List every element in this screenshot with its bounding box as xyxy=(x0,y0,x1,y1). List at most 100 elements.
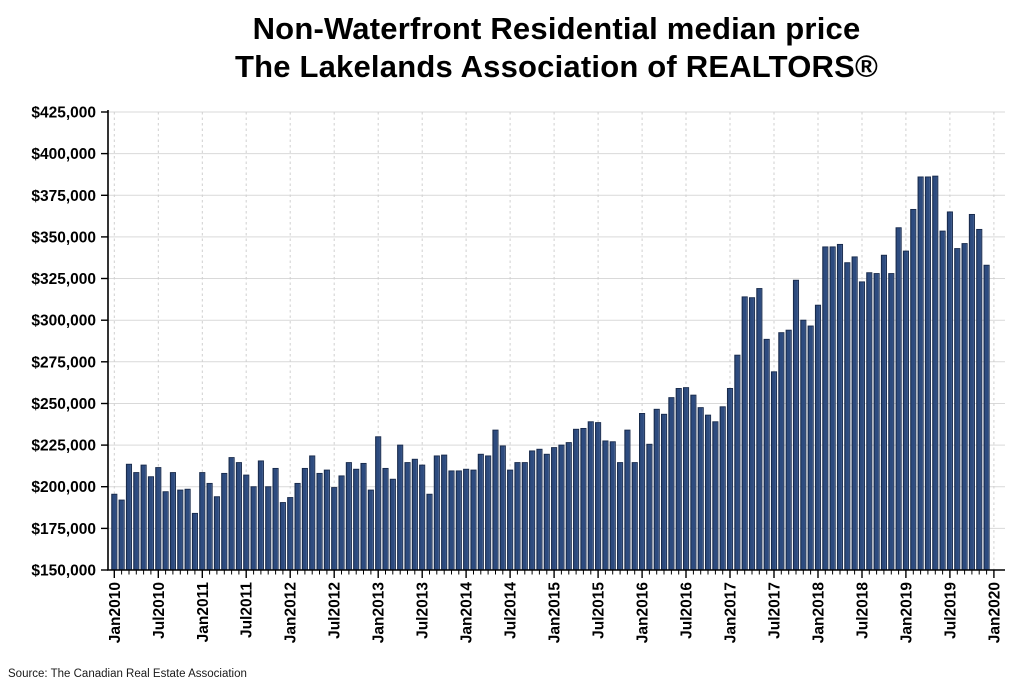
chart-title: Non-Waterfront Residential median price … xyxy=(108,10,1005,86)
bar-Jun2017 xyxy=(763,338,770,571)
bar-Dec2019 xyxy=(983,264,990,571)
bar-Jul2017 xyxy=(770,371,778,571)
bar-Jan2015 xyxy=(551,447,558,571)
bar-Nov2014 xyxy=(536,448,543,571)
bar-Oct2019 xyxy=(968,213,975,571)
bar-Sep2015 xyxy=(609,441,616,571)
bar-Apr2019 xyxy=(924,176,931,571)
bar-Mar2015 xyxy=(565,442,572,571)
bar-Oct2015 xyxy=(617,462,624,571)
bar-Jun2019 xyxy=(939,230,946,571)
bar-May2010 xyxy=(140,464,147,571)
chart-title-line2: The Lakelands Association of REALTORS® xyxy=(234,49,879,84)
bar-Dec2016 xyxy=(719,406,726,571)
bar-Sep2016 xyxy=(697,407,704,571)
bar-Mar2019 xyxy=(917,176,924,571)
bar-Jun2018 xyxy=(851,256,858,571)
bar-Aug2017 xyxy=(778,332,785,571)
y-tick-label: $375,000 xyxy=(31,188,96,205)
x-tick-label: Jan2017 xyxy=(723,582,740,643)
bar-Feb2014 xyxy=(470,469,477,571)
x-tick-label: Jan2012 xyxy=(283,582,300,643)
bar-Feb2019 xyxy=(910,208,917,571)
x-tick-label: Jul2016 xyxy=(679,582,696,639)
bar-Nov2015 xyxy=(624,429,631,571)
bar-Mar2014 xyxy=(477,453,484,571)
bar-Apr2013 xyxy=(397,444,404,571)
bar-Aug2010 xyxy=(162,491,169,571)
bar-Sep2014 xyxy=(521,462,528,571)
bar-May2014 xyxy=(492,429,499,571)
bar-Apr2016 xyxy=(661,413,668,571)
bar-Aug2012 xyxy=(338,475,345,571)
bar-Jul2010 xyxy=(155,467,162,571)
x-tick-label: Jan2013 xyxy=(371,582,388,644)
bar-May2018 xyxy=(844,262,851,571)
x-tick-label: Jan2018 xyxy=(811,582,828,644)
bar-Aug2014 xyxy=(514,462,521,571)
x-tick-label: Jan2011 xyxy=(195,582,212,643)
bar-Apr2014 xyxy=(485,455,492,571)
bar-Dec2010 xyxy=(191,512,198,571)
bar-Nov2013 xyxy=(448,470,455,571)
bar-Jun2015 xyxy=(587,421,594,571)
bar-Aug2019 xyxy=(954,248,961,571)
bar-Jan2011 xyxy=(199,472,206,571)
bar-May2019 xyxy=(932,175,939,571)
bar-May2011 xyxy=(228,457,235,571)
bar-Mar2012 xyxy=(301,467,308,571)
bar-Dec2014 xyxy=(543,453,550,571)
bar-Jan2017 xyxy=(726,388,734,571)
bar-Oct2016 xyxy=(704,414,712,571)
y-tick-label: $250,000 xyxy=(31,396,96,413)
bar-Jul2011 xyxy=(243,474,250,571)
x-tick-label: Jan2015 xyxy=(547,582,564,644)
bar-Feb2013 xyxy=(382,467,389,571)
x-tick-label: Jul2013 xyxy=(415,582,432,639)
x-tick-label: Jan2020 xyxy=(986,582,1003,643)
bar-Jul2014 xyxy=(507,469,514,571)
bar-Apr2015 xyxy=(573,428,580,571)
bar-Mar2010 xyxy=(125,463,133,571)
x-tick-label: Jul2019 xyxy=(942,582,959,639)
y-tick-label: $275,000 xyxy=(31,354,96,371)
bar-Jan2019 xyxy=(902,250,909,571)
bar-Feb2010 xyxy=(118,499,125,571)
bar-Feb2016 xyxy=(646,443,653,571)
bar-Jun2013 xyxy=(411,458,418,571)
x-tick-label: Jul2011 xyxy=(239,582,256,638)
bar-Apr2012 xyxy=(309,455,316,571)
bar-Oct2017 xyxy=(792,279,800,571)
bar-Dec2013 xyxy=(455,470,462,571)
bar-Jul2013 xyxy=(419,464,426,571)
bar-Oct2010 xyxy=(177,489,184,571)
bar-Jan2013 xyxy=(375,436,382,571)
x-tick-label: Jan2016 xyxy=(635,582,652,644)
bar-Nov2017 xyxy=(800,319,807,571)
bar-Jul2012 xyxy=(331,487,338,571)
bar-May2016 xyxy=(668,397,675,571)
bar-Nov2011 xyxy=(272,467,279,571)
bar-Sep2012 xyxy=(345,462,352,571)
bar-Oct2011 xyxy=(265,486,272,571)
bar-Dec2012 xyxy=(367,489,374,571)
bar-Feb2012 xyxy=(294,482,301,571)
y-tick-label: $200,000 xyxy=(31,479,96,496)
bar-Jan2016 xyxy=(639,413,646,571)
bar-May2013 xyxy=(404,462,411,571)
x-tick-label: Jul2012 xyxy=(327,582,344,639)
bar-May2017 xyxy=(756,288,763,571)
y-tick-label: $350,000 xyxy=(31,229,96,246)
bar-Aug2015 xyxy=(602,440,609,571)
x-tick-label: Jul2014 xyxy=(503,582,520,639)
bar-Aug2018 xyxy=(866,272,873,571)
bar-Jul2016 xyxy=(682,387,690,571)
bar-Nov2019 xyxy=(976,228,983,571)
bar-Jan2010 xyxy=(111,493,118,571)
bar-May2015 xyxy=(580,427,587,571)
bar-Jan2018 xyxy=(814,304,822,571)
bar-Jul2015 xyxy=(595,422,602,571)
bar-Jul2018 xyxy=(858,281,866,571)
